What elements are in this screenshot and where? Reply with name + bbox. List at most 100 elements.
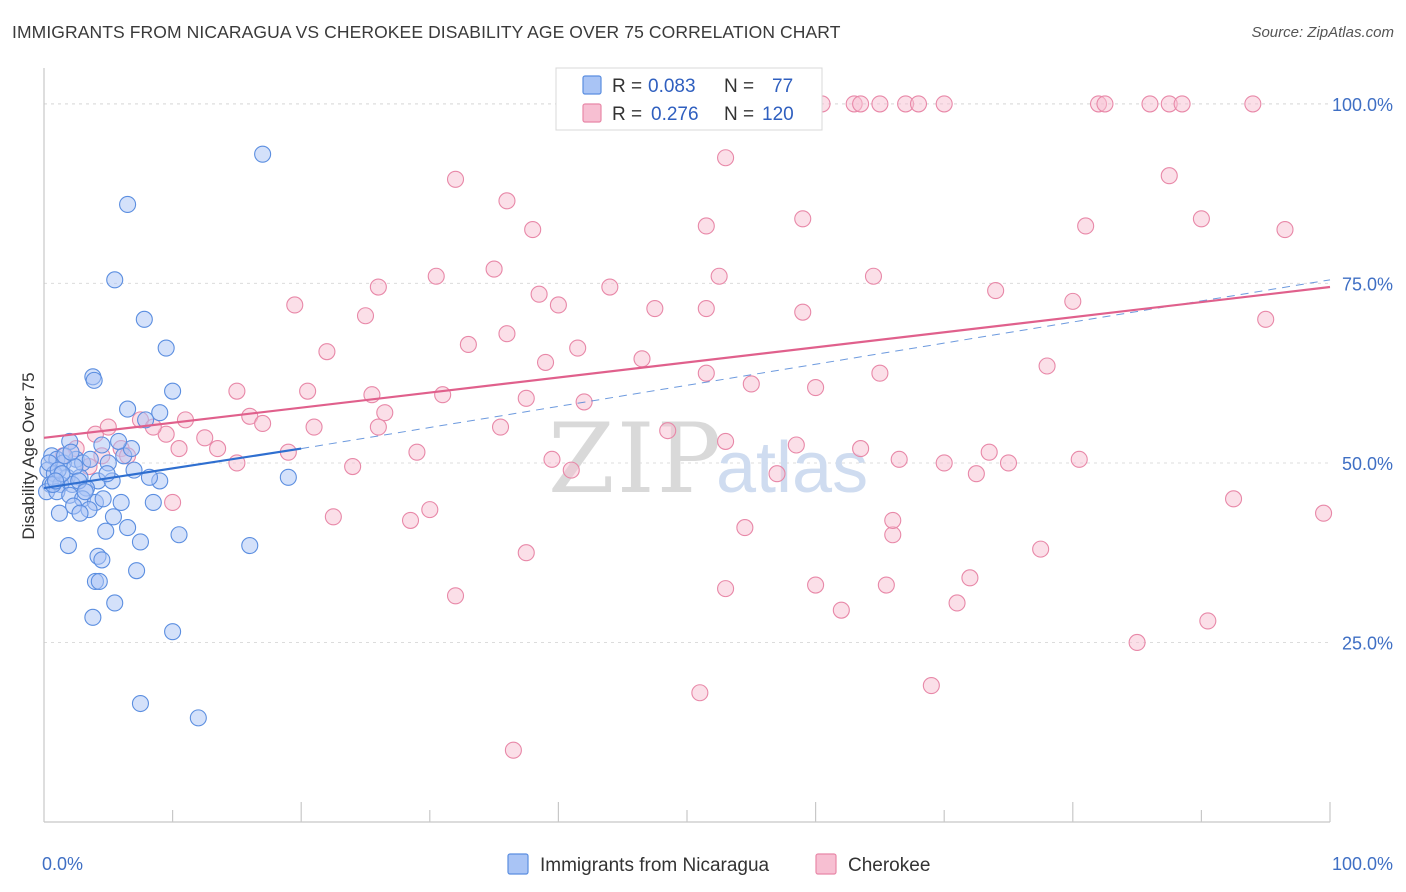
legend-r-label-1: R = <box>612 104 642 125</box>
cherokee-point-110 <box>1064 292 1082 310</box>
cherokee-point-95 <box>884 526 902 544</box>
legend-n-label-0: N = <box>724 76 754 97</box>
cherokee-point-115 <box>999 454 1018 472</box>
cherokee-point-60 <box>491 418 510 436</box>
bottom-legend-swatch-nicaragua <box>507 853 529 875</box>
cherokee-point-33 <box>646 300 664 318</box>
cherokee-point-72 <box>1070 450 1088 468</box>
cherokee-point-46 <box>742 375 760 393</box>
nicaragua-point-69 <box>122 440 140 458</box>
cherokee-point-21 <box>1077 217 1095 235</box>
nicaragua-point-48 <box>241 536 259 555</box>
cherokee-point-30 <box>601 278 619 296</box>
y-tick-label-2: 75.0% <box>1342 274 1393 294</box>
nicaragua-point-42 <box>104 508 122 526</box>
nicaragua-point-50 <box>93 551 111 569</box>
nicaragua-point-55 <box>84 608 102 626</box>
cherokee-point-40 <box>318 343 336 361</box>
cherokee-point-25 <box>864 267 883 285</box>
cherokee-point-58 <box>305 418 323 436</box>
cherokee-point-98 <box>877 576 895 594</box>
nicaragua-point-45 <box>170 526 188 544</box>
legend-r-value-0: 0.083 <box>648 76 696 97</box>
cherokee-point-59 <box>369 418 387 436</box>
cherokee-point-6 <box>1173 95 1191 113</box>
bottom-legend: Immigrants from Nicaragua Cherokee <box>507 853 930 876</box>
cherokee-point-111 <box>1192 210 1210 228</box>
cherokee-point-36 <box>356 307 375 325</box>
grid-lines <box>44 103 1330 643</box>
nicaragua-point-46 <box>131 533 149 551</box>
cherokee-point-61 <box>659 422 677 440</box>
cherokee-point-104 <box>922 677 940 695</box>
nicaragua-point-71 <box>137 411 155 429</box>
cherokee-point-106 <box>691 684 709 702</box>
cherokee-point-113 <box>1315 504 1333 522</box>
cherokee-point-57 <box>254 414 272 433</box>
nicaragua-point-9 <box>151 404 169 422</box>
cherokee-point-116 <box>935 454 953 472</box>
nicaragua-point-0 <box>254 145 272 163</box>
cherokee-point-38 <box>459 335 477 354</box>
cherokee-point-52 <box>517 389 535 407</box>
cherokee-point-13 <box>1096 95 1114 113</box>
cherokee-point-24 <box>710 267 728 285</box>
tick-labels: 25.0% 50.0% 75.0% 100.0% 0.0% 100.0% <box>42 95 1393 874</box>
nicaragua-point-56 <box>164 623 182 641</box>
nicaragua-point-74 <box>94 490 112 508</box>
cherokee-point-48 <box>228 382 246 400</box>
cherokee-point-43 <box>1038 357 1056 375</box>
cherokee-point-65 <box>980 443 998 461</box>
cherokee-point-14 <box>1141 95 1159 113</box>
cherokee-point-3 <box>935 95 953 113</box>
cherokee-point-85 <box>99 418 117 436</box>
bottom-legend-label-nicaragua: Immigrants from Nicaragua <box>540 855 770 876</box>
legend-swatch-blue <box>582 75 602 95</box>
nicaragua-point-41 <box>71 504 89 522</box>
cherokee-point-75 <box>196 429 214 447</box>
cherokee-point-15 <box>446 170 465 188</box>
cherokee-point-78 <box>408 443 426 461</box>
cherokee-point-45 <box>871 364 889 382</box>
cherokee-point-109 <box>1032 540 1050 558</box>
legend-n-value-0: 77 <box>772 76 793 97</box>
cherokee-point-102 <box>948 594 966 612</box>
nicaragua-point-58 <box>189 709 207 727</box>
y-tick-label-0: 25.0% <box>1342 633 1393 653</box>
cherokee-point-41 <box>633 350 651 368</box>
cherokee-point-12 <box>909 95 928 113</box>
cherokee-point-34 <box>697 300 715 318</box>
cherokee-point-74 <box>157 425 175 443</box>
nicaragua-point-51 <box>128 562 146 580</box>
cherokee-point-35 <box>794 303 812 321</box>
cherokee-point-70 <box>768 465 786 483</box>
cherokee-point-97 <box>961 569 979 587</box>
cherokee-point-42 <box>536 353 555 371</box>
cherokee-point-112 <box>1257 310 1275 328</box>
trend-lines <box>43 279 1331 490</box>
cherokee-point-118 <box>1225 490 1243 508</box>
nicaragua-point-36 <box>112 493 130 511</box>
nicaragua-point-44 <box>97 522 115 540</box>
y-axis-label: Disability Age Over 75 <box>19 372 38 539</box>
nicaragua-point-8 <box>119 400 137 418</box>
cherokee-point-71 <box>967 465 985 483</box>
cherokee-point-39 <box>569 339 587 357</box>
bottom-legend-label-cherokee: Cherokee <box>848 855 930 876</box>
y-tick-label-3: 100.0% <box>1332 95 1393 115</box>
cherokee-point-22 <box>1276 221 1294 239</box>
cherokee-point-107 <box>807 576 825 594</box>
cherokee-point-44 <box>697 364 715 382</box>
legend-n-label-1: N = <box>724 104 754 125</box>
cherokee-point-11 <box>852 95 870 113</box>
cherokee-point-100 <box>717 580 735 598</box>
nicaragua-point-37 <box>144 493 162 511</box>
nicaragua-points <box>38 145 297 727</box>
cherokee-point-92 <box>401 511 420 529</box>
nicaragua-point-59 <box>279 468 297 486</box>
cherokee-point-31 <box>286 296 304 314</box>
nicaragua-point-54 <box>106 594 124 612</box>
nicaragua-point-3 <box>135 310 153 328</box>
nicaragua-point-40 <box>50 504 68 522</box>
